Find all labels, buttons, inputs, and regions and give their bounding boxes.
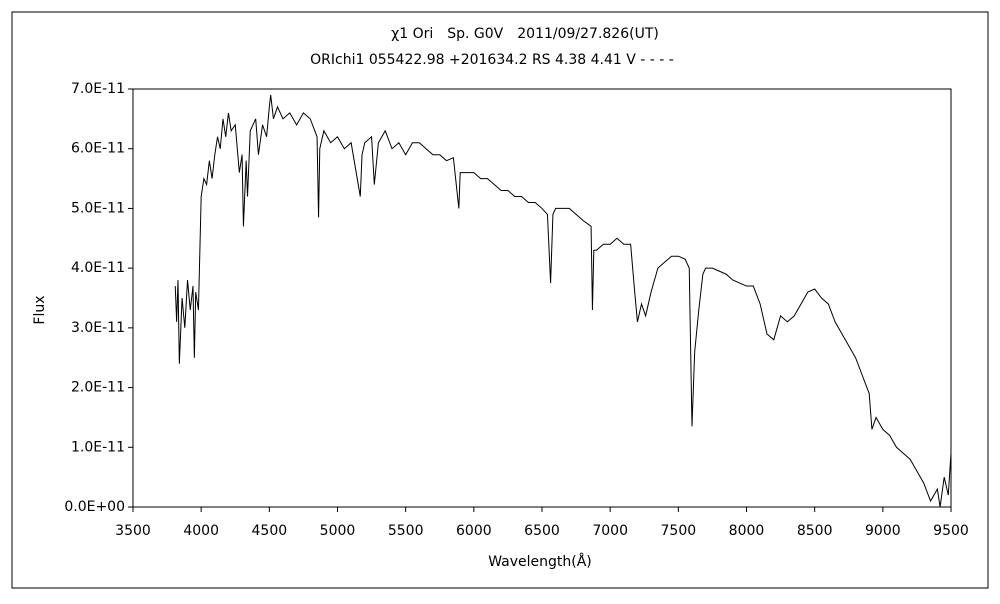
- y-tick-label: 1.0E-11: [71, 439, 125, 455]
- x-tick-label: 4500: [252, 523, 288, 539]
- y-axis-label: Flux: [32, 295, 48, 324]
- x-tick-label: 7500: [661, 523, 697, 539]
- y-tick-label: 2.0E-11: [71, 380, 125, 396]
- plot-area: [132, 88, 952, 508]
- x-tick-label: 9500: [933, 523, 969, 539]
- x-tick-label: 5500: [388, 523, 424, 539]
- x-tick-label: 6500: [524, 523, 560, 539]
- x-tick-label: 8000: [729, 523, 765, 539]
- x-axis-label: Wavelength(Å): [488, 553, 592, 570]
- x-tick-label: 7000: [592, 523, 628, 539]
- x-tick-label: 3500: [115, 523, 151, 539]
- x-tick-label: 9000: [865, 523, 901, 539]
- chart-subtitle: ORIchi1 055422.98 +201634.2 RS 4.38 4.41…: [310, 52, 674, 68]
- chart-title: χ1 Ori Sp. G0V 2011/09/27.826(UT): [391, 26, 659, 42]
- spectrum-line: [174, 94, 952, 508]
- y-tick-label: 6.0E-11: [71, 141, 125, 157]
- y-tick-label: 0.0E+00: [64, 499, 125, 515]
- y-tick-label: 4.0E-11: [71, 260, 125, 276]
- x-tick-label: 8500: [797, 523, 833, 539]
- y-tick-label: 3.0E-11: [71, 320, 125, 336]
- y-tick-label: 5.0E-11: [71, 200, 125, 216]
- y-tick-label: 7.0E-11: [71, 81, 125, 97]
- x-tick-label: 5000: [320, 523, 356, 539]
- x-tick-label: 4000: [183, 523, 219, 539]
- x-tick-label: 6000: [456, 523, 492, 539]
